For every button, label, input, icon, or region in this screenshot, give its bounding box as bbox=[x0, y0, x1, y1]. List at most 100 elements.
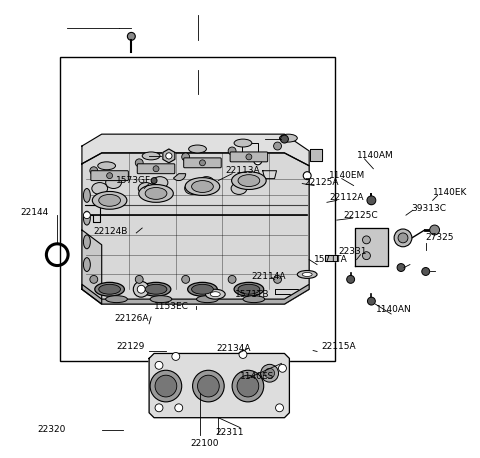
Circle shape bbox=[84, 212, 90, 218]
Circle shape bbox=[228, 275, 236, 284]
Polygon shape bbox=[82, 230, 102, 304]
Ellipse shape bbox=[92, 183, 108, 195]
Circle shape bbox=[155, 375, 177, 397]
Ellipse shape bbox=[152, 177, 168, 189]
Circle shape bbox=[280, 135, 288, 143]
Circle shape bbox=[127, 33, 135, 40]
Ellipse shape bbox=[205, 289, 225, 299]
Circle shape bbox=[90, 167, 98, 174]
Ellipse shape bbox=[95, 282, 124, 296]
Text: 22125C: 22125C bbox=[344, 211, 378, 220]
Text: 22126A: 22126A bbox=[115, 314, 149, 323]
Circle shape bbox=[107, 173, 113, 179]
Ellipse shape bbox=[99, 284, 120, 294]
Circle shape bbox=[133, 281, 149, 297]
Circle shape bbox=[362, 236, 371, 244]
Text: 22100: 22100 bbox=[191, 439, 219, 448]
Ellipse shape bbox=[188, 282, 217, 296]
Ellipse shape bbox=[185, 183, 201, 195]
Text: 22129: 22129 bbox=[117, 342, 145, 351]
Ellipse shape bbox=[142, 152, 160, 160]
Circle shape bbox=[274, 275, 281, 284]
Ellipse shape bbox=[231, 183, 247, 195]
Text: 22331: 22331 bbox=[339, 247, 367, 256]
Circle shape bbox=[278, 364, 287, 372]
Polygon shape bbox=[275, 289, 298, 294]
Circle shape bbox=[362, 252, 371, 260]
Ellipse shape bbox=[302, 273, 312, 277]
Text: 22124B: 22124B bbox=[94, 228, 128, 236]
Ellipse shape bbox=[139, 185, 173, 202]
Ellipse shape bbox=[99, 195, 120, 206]
Circle shape bbox=[150, 370, 182, 402]
Text: 1571TA: 1571TA bbox=[314, 255, 348, 264]
Circle shape bbox=[198, 375, 219, 397]
Polygon shape bbox=[242, 143, 258, 153]
Circle shape bbox=[182, 153, 190, 161]
Text: 22113A: 22113A bbox=[225, 166, 260, 175]
Ellipse shape bbox=[192, 284, 213, 294]
Circle shape bbox=[261, 364, 278, 382]
Text: 27325: 27325 bbox=[426, 234, 454, 242]
Ellipse shape bbox=[238, 174, 260, 186]
Text: 22125A: 22125A bbox=[304, 178, 339, 187]
Circle shape bbox=[237, 375, 259, 397]
FancyBboxPatch shape bbox=[230, 152, 268, 162]
Circle shape bbox=[367, 297, 375, 305]
Circle shape bbox=[135, 275, 143, 284]
Text: 1153EC: 1153EC bbox=[154, 301, 189, 311]
Text: 1140EK: 1140EK bbox=[432, 188, 467, 197]
Ellipse shape bbox=[84, 189, 90, 202]
Circle shape bbox=[137, 285, 145, 293]
Circle shape bbox=[264, 368, 275, 378]
Text: 22320: 22320 bbox=[37, 425, 66, 434]
Ellipse shape bbox=[84, 211, 90, 225]
Ellipse shape bbox=[145, 284, 167, 294]
Text: 1140AN: 1140AN bbox=[376, 305, 412, 314]
Bar bbox=[60, 57, 335, 361]
Circle shape bbox=[135, 159, 143, 167]
Polygon shape bbox=[85, 205, 100, 222]
Ellipse shape bbox=[106, 177, 121, 189]
Ellipse shape bbox=[145, 187, 167, 199]
Ellipse shape bbox=[234, 139, 252, 147]
Ellipse shape bbox=[92, 191, 127, 209]
Circle shape bbox=[90, 275, 98, 284]
Ellipse shape bbox=[243, 296, 264, 303]
Circle shape bbox=[397, 263, 405, 272]
Circle shape bbox=[246, 154, 252, 160]
Circle shape bbox=[232, 370, 264, 402]
Ellipse shape bbox=[106, 296, 127, 303]
Circle shape bbox=[276, 404, 284, 412]
Circle shape bbox=[172, 353, 180, 360]
Ellipse shape bbox=[189, 145, 206, 153]
Circle shape bbox=[175, 404, 183, 412]
Circle shape bbox=[303, 172, 311, 180]
Polygon shape bbox=[355, 228, 388, 266]
Ellipse shape bbox=[232, 172, 266, 190]
Polygon shape bbox=[82, 284, 309, 304]
Ellipse shape bbox=[150, 296, 172, 303]
Circle shape bbox=[151, 178, 157, 184]
Polygon shape bbox=[82, 134, 309, 166]
Text: 22134A: 22134A bbox=[216, 344, 251, 353]
Circle shape bbox=[347, 275, 355, 284]
Polygon shape bbox=[149, 354, 289, 418]
Circle shape bbox=[166, 153, 172, 159]
Polygon shape bbox=[310, 149, 322, 161]
FancyBboxPatch shape bbox=[137, 164, 175, 174]
Text: 1140ES: 1140ES bbox=[240, 372, 274, 381]
Circle shape bbox=[192, 370, 224, 402]
Text: 22114A: 22114A bbox=[252, 272, 287, 281]
Circle shape bbox=[153, 166, 159, 172]
Circle shape bbox=[394, 229, 412, 247]
Ellipse shape bbox=[141, 282, 171, 296]
Circle shape bbox=[398, 233, 408, 243]
Ellipse shape bbox=[192, 180, 213, 192]
Text: 22115A: 22115A bbox=[321, 342, 356, 351]
Ellipse shape bbox=[238, 284, 260, 294]
Text: 22112A: 22112A bbox=[329, 193, 363, 202]
FancyBboxPatch shape bbox=[184, 158, 221, 168]
Text: 1140EM: 1140EM bbox=[329, 171, 365, 180]
Circle shape bbox=[228, 147, 236, 155]
